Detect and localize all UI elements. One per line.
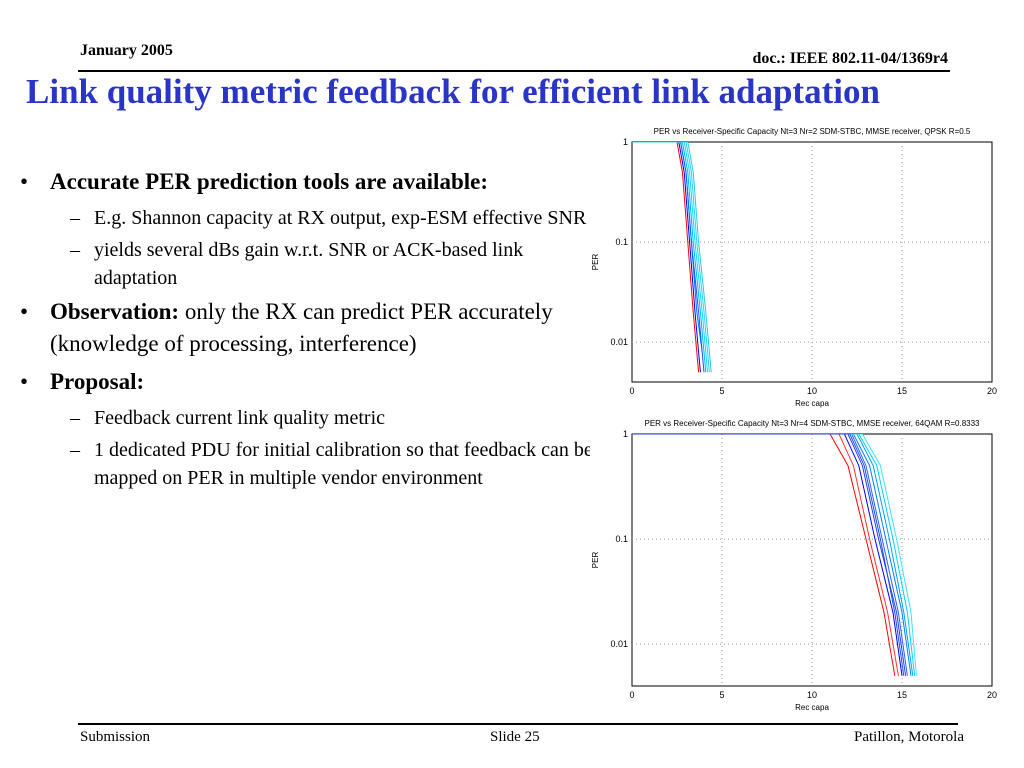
plot-title: PER vs Receiver-Specific Capacity Nt=3 N…: [654, 127, 971, 136]
x-axis-label: Rec capa: [795, 399, 829, 408]
series-line-5: [632, 434, 908, 676]
bullet-lead: Observation:: [50, 299, 180, 324]
bullet-rest: only the RX can predict PER accurately (…: [50, 299, 553, 356]
bullet-observation: • Observation: only the RX can predict P…: [20, 296, 600, 360]
series-line-8: [632, 434, 916, 676]
series-line-7: [632, 434, 914, 676]
bullet-proposal: • Proposal:: [20, 366, 600, 398]
series-line-1: [632, 142, 700, 373]
sub-bullet-text: E.g. Shannon capacity at RX output, exp-…: [94, 207, 587, 229]
header-rule: [78, 70, 950, 72]
sub-bullet: – E.g. Shannon capacity at RX output, ex…: [20, 204, 600, 232]
footer-author: Patillon, Motorola: [854, 729, 964, 745]
series-line-3: [632, 434, 903, 676]
y-tick-label: 0.1: [615, 534, 628, 544]
bullet-dot: •: [20, 169, 29, 194]
x-tick-label: 15: [897, 690, 907, 700]
footer-submission: Submission: [80, 729, 151, 745]
bullet-lead: Accurate PER prediction tools are availa…: [50, 169, 488, 194]
series-line-7: [632, 142, 703, 352]
plot-64qam: PER vs Receiver-Specific Capacity Nt=3 N…: [590, 414, 1000, 716]
x-tick-label: 0: [629, 690, 634, 700]
series-line-5: [632, 142, 709, 373]
series-line-4: [632, 434, 907, 676]
y-axis-label: PER: [591, 552, 600, 569]
x-tick-label: 10: [807, 386, 817, 396]
footer-rule: [78, 723, 958, 725]
sub-bullet: – 1 dedicated PDU for initial calibratio…: [20, 436, 600, 492]
sub-bullet-text: yields several dBs gain w.r.t. SNR or AC…: [94, 239, 524, 289]
x-tick-label: 20: [987, 386, 997, 396]
y-tick-label: 1: [623, 429, 628, 439]
bullet-dot: •: [20, 369, 29, 394]
plot-frame: [631, 433, 993, 687]
x-tick-label: 5: [719, 386, 724, 396]
slide-body: • Accurate PER prediction tools are avai…: [20, 166, 600, 496]
sub-bullet: – Feedback current link quality metric: [20, 404, 600, 432]
series-line-8: [632, 142, 712, 373]
slide-title: Link quality metric feedback for efficie…: [26, 72, 880, 111]
sub-dash: –: [70, 207, 80, 229]
y-tick-label: 0.01: [610, 337, 628, 347]
y-tick-label: 0.01: [610, 639, 628, 649]
bullet-lead: Proposal:: [50, 369, 145, 394]
plot-title: PER vs Receiver-Specific Capacity Nt=3 N…: [645, 419, 981, 428]
header-date: January 2005: [80, 42, 173, 59]
series-line-2: [632, 434, 899, 676]
bullet-dot: •: [20, 299, 29, 324]
x-tick-label: 5: [719, 690, 724, 700]
plot-qpsk-svg: PER vs Receiver-Specific Capacity Nt=3 N…: [591, 127, 997, 408]
x-tick-label: 10: [807, 690, 817, 700]
footer-slide-number: Slide 25: [490, 729, 540, 745]
sub-dash: –: [70, 407, 80, 429]
series-line-2: [632, 142, 701, 373]
x-tick-label: 20: [987, 690, 997, 700]
sub-dash: –: [70, 239, 80, 261]
x-axis-label: Rec capa: [795, 703, 829, 712]
y-axis-label: PER: [591, 254, 600, 271]
sub-bullet-text: 1 dedicated PDU for initial calibration …: [94, 439, 593, 489]
series-line-10: [632, 434, 905, 676]
plot-64qam-svg: PER vs Receiver-Specific Capacity Nt=3 N…: [591, 419, 997, 712]
series-line-6: [632, 434, 912, 676]
series-line-1: [632, 434, 896, 676]
x-tick-label: 0: [629, 386, 634, 396]
series-line-9: [632, 434, 917, 676]
x-tick-label: 15: [897, 386, 907, 396]
y-tick-label: 0.1: [615, 237, 628, 247]
sub-dash: –: [70, 439, 80, 461]
header-doc-id: doc.: IEEE 802.11-04/1369r4: [752, 50, 948, 67]
series-line-6: [632, 142, 710, 373]
y-tick-label: 1: [623, 137, 628, 147]
plot-qpsk: PER vs Receiver-Specific Capacity Nt=3 N…: [590, 122, 1000, 412]
series-line-4: [632, 142, 707, 373]
sub-bullet-text: Feedback current link quality metric: [94, 407, 386, 429]
sub-bullet: – yields several dBs gain w.r.t. SNR or …: [20, 236, 600, 292]
bullet-pred-tools: • Accurate PER prediction tools are avai…: [20, 166, 600, 198]
